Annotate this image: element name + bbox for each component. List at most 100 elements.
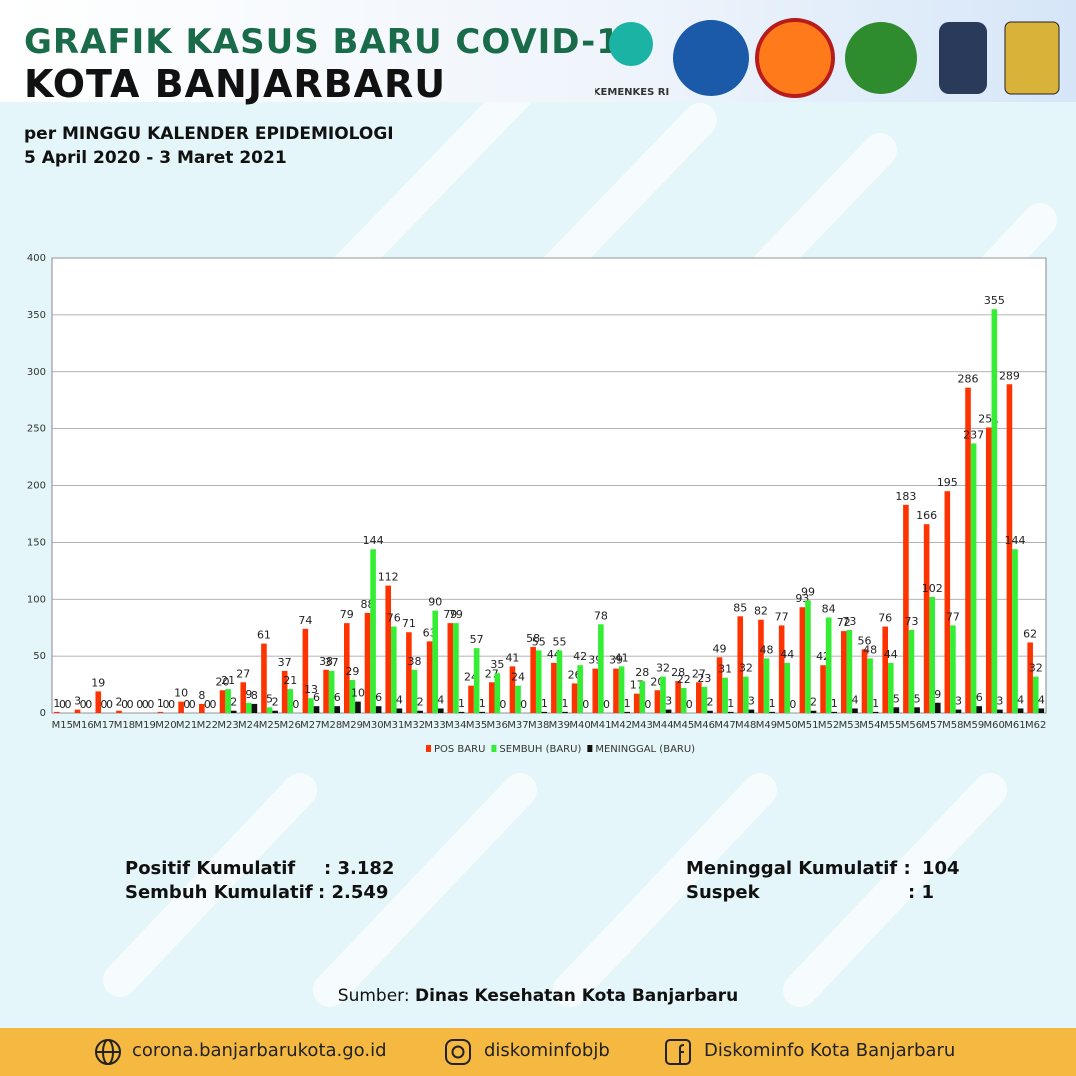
bar [799, 607, 806, 713]
data-label: 85 [733, 601, 747, 614]
data-label: 77 [775, 610, 789, 623]
bar [680, 687, 687, 713]
logo-kalsel [845, 22, 917, 94]
title-line2: KOTA BANJARBARU [24, 62, 447, 106]
data-label: 38 [319, 655, 333, 668]
x-tick-label: M21 [176, 720, 197, 731]
x-tick-label: M18 [114, 720, 135, 731]
bar [178, 701, 184, 713]
bar [624, 711, 630, 713]
bar [396, 708, 403, 713]
y-tick-label: 200 [27, 481, 46, 492]
positif-value: : 3.182 [324, 858, 395, 879]
bar [810, 710, 817, 713]
data-label: 286 [958, 373, 979, 386]
data-label: 41 [615, 651, 629, 664]
data-label: 0 [100, 698, 107, 711]
instagram[interactable]: diskominfobjb [484, 1040, 610, 1061]
data-label: 9 [934, 688, 941, 701]
bar [701, 686, 708, 713]
data-label: 0 [582, 698, 589, 711]
suspek-value: : 1 [908, 882, 934, 903]
data-label: 1 [831, 697, 838, 710]
bar [831, 711, 838, 713]
bar [965, 387, 971, 713]
positif-label: Positif Kumulatif [125, 858, 296, 879]
data-label: 10 [174, 687, 188, 700]
bar [976, 706, 983, 713]
data-label: 48 [863, 643, 877, 656]
date-range: 5 April 2020 - 3 Maret 2021 [24, 148, 287, 168]
bar [722, 677, 728, 713]
data-label: 9 [245, 688, 252, 701]
data-label: 0 [80, 698, 87, 711]
data-label: 44 [884, 648, 898, 661]
bar [1032, 676, 1039, 713]
bar [1027, 642, 1033, 713]
x-tick-label: M38 [528, 720, 549, 731]
data-label: 3 [955, 695, 962, 708]
bar [349, 680, 356, 713]
bar [458, 711, 465, 713]
data-label: 31 [718, 663, 732, 676]
bar [281, 670, 288, 713]
instagram-icon [445, 1039, 471, 1065]
data-label: 77 [946, 610, 960, 623]
data-label: 29 [345, 665, 359, 678]
data-label: 37 [325, 656, 339, 669]
bar [743, 676, 749, 713]
data-label: 76 [878, 612, 892, 625]
data-label: 1 [562, 697, 569, 710]
facebook[interactable]: Diskominfo Kota Banjarbaru [704, 1040, 956, 1061]
data-label: 0 [136, 698, 143, 711]
data-label: 2 [272, 696, 279, 709]
bar [748, 709, 755, 713]
bar [784, 662, 791, 713]
bar [385, 585, 391, 713]
bar [74, 709, 81, 713]
bar [515, 685, 521, 713]
bar [287, 689, 294, 713]
bar [116, 710, 122, 713]
bar [908, 629, 915, 713]
bar [328, 670, 335, 713]
x-tick-label: M25 [259, 720, 280, 731]
x-tick-label: M55 [880, 720, 901, 731]
data-label: 0 [59, 698, 66, 711]
data-label: 4 [851, 693, 858, 706]
logo-banjarbaru [1004, 21, 1060, 95]
data-label: 62 [1023, 627, 1037, 640]
bar [426, 641, 433, 713]
meninggal-value: 104 [922, 858, 960, 879]
data-label: 71 [402, 617, 416, 630]
logos: KEMENKES RI [595, 18, 1060, 98]
data-label: 0 [520, 698, 527, 711]
bar [696, 682, 702, 713]
y-tick-label: 50 [33, 651, 46, 662]
data-label: 21 [283, 674, 297, 687]
title-line1: GRAFIK KASUS BARU COVID-19 [24, 22, 646, 62]
data-label: 0 [121, 698, 128, 711]
bar [246, 702, 252, 713]
data-label: 74 [298, 614, 312, 627]
x-tick-label: M20 [155, 720, 176, 731]
data-label: 112 [378, 571, 399, 584]
x-tick-label: M35 [466, 720, 487, 731]
data-label: 6 [334, 691, 341, 704]
data-label: 6 [976, 691, 983, 704]
legend-swatch [491, 745, 497, 752]
x-tick-label: M46 [694, 720, 715, 731]
legend-swatch [587, 745, 593, 752]
data-label: 1 [541, 697, 548, 710]
data-label: 58 [526, 632, 540, 645]
data-label: 72 [837, 616, 851, 629]
data-label: 79 [340, 608, 354, 621]
bar [577, 665, 583, 713]
bar [737, 616, 744, 713]
data-label: 41 [505, 651, 519, 664]
data-label: 0 [162, 698, 169, 711]
data-label: 5 [893, 692, 900, 705]
website[interactable]: corona.banjarbarukota.go.id [132, 1040, 387, 1061]
x-tick-label: M17 [93, 720, 114, 731]
bar [805, 600, 811, 713]
